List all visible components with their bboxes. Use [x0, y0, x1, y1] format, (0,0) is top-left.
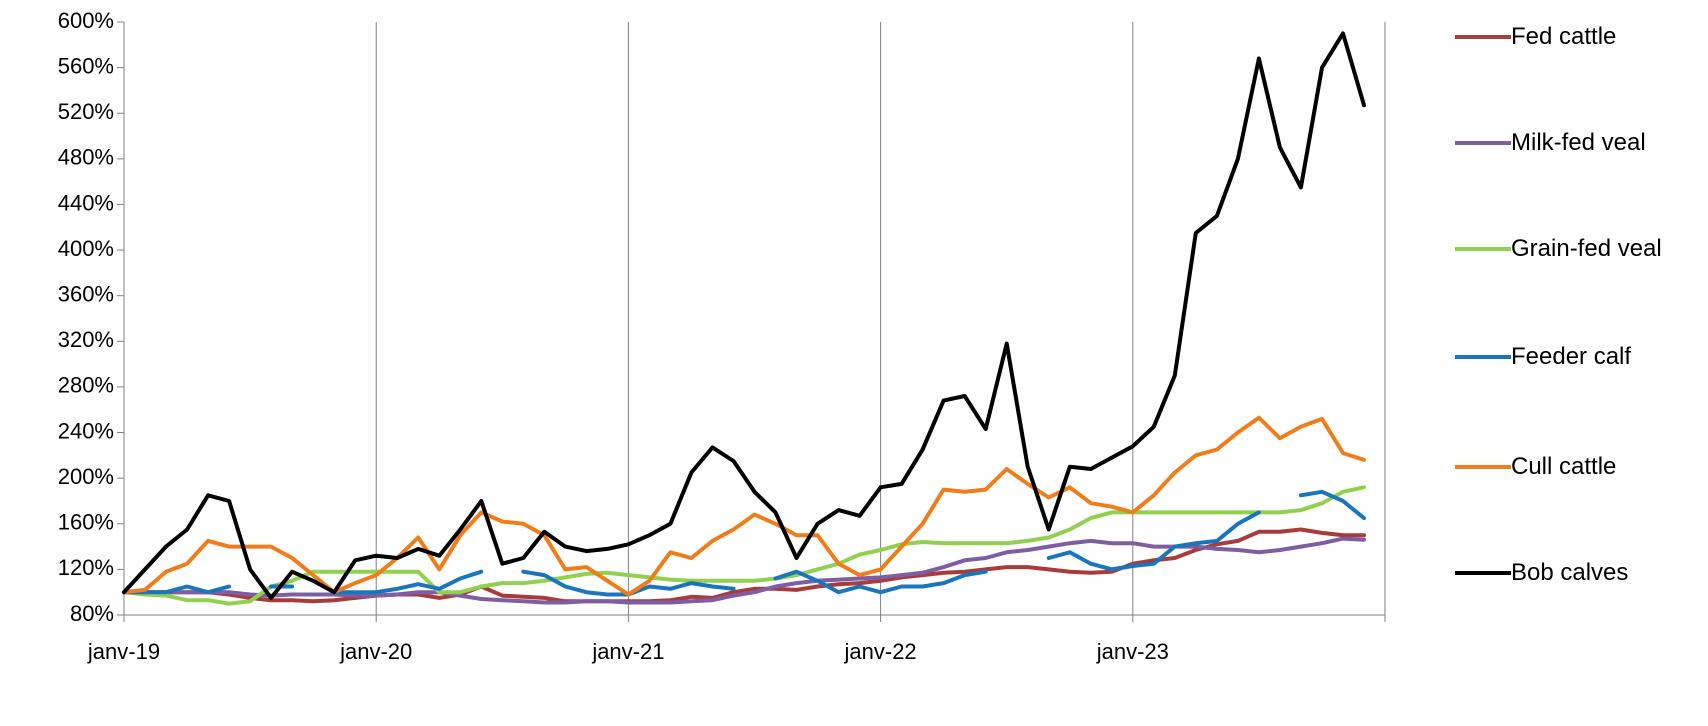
line-series [122, 415, 1366, 597]
x-tick-label: janv-22 [844, 639, 917, 664]
y-tick-label: 80% [70, 601, 114, 626]
x-tick-label: janv-21 [591, 639, 664, 664]
y-tick-label: 320% [58, 327, 114, 352]
x-tick-label: janv-20 [339, 639, 412, 664]
y-tick-label: 360% [58, 282, 114, 307]
legend-swatch [1455, 355, 1511, 359]
legend-item: Bob calves [1455, 558, 1681, 588]
legend-item: Grain-fed veal [1455, 234, 1681, 264]
y-tick-label: 200% [58, 464, 114, 489]
y-tick-label: 240% [58, 418, 114, 443]
chart: janv-19 janv-20 janv-21 janv-22 janv-23 80% 12… [58, 8, 1386, 664]
x-tick-label: janv-23 [1096, 639, 1169, 664]
legend-label: Grain-fed veal [1511, 235, 1662, 262]
legend-label: Milk-fed veal [1511, 129, 1646, 156]
x-tick-label: janv-19 [87, 639, 160, 664]
legend-item: Fed cattle [1455, 22, 1681, 52]
line-series [122, 527, 1366, 604]
legend-swatch [1455, 35, 1511, 39]
legend-swatch [1455, 247, 1511, 251]
legend-swatch [1455, 571, 1511, 575]
legend-item: Feeder calf [1455, 342, 1681, 372]
line-series [122, 536, 1366, 605]
legend-item: Milk-fed veal [1455, 128, 1681, 158]
legend-label: Feeder calf [1511, 343, 1632, 370]
y-tick-label: 480% [58, 145, 114, 170]
line-series [122, 31, 1366, 600]
y-tick-label: 600% [58, 8, 114, 33]
line-series [122, 485, 1366, 606]
y-tick-label: 400% [58, 236, 114, 261]
legend-label: Cull cattle [1511, 453, 1617, 480]
legend-swatch [1455, 465, 1511, 469]
y-tick-label: 280% [58, 373, 114, 398]
y-tick-label: 160% [58, 510, 114, 535]
y-tick-label: 120% [58, 555, 114, 580]
legend-swatch [1455, 141, 1511, 145]
y-tick-label: 520% [58, 99, 114, 124]
y-tick-label: 560% [58, 53, 114, 78]
legend-item: Cull cattle [1455, 452, 1681, 482]
legend-label: Bob calves [1511, 559, 1629, 586]
y-tick-label: 440% [58, 190, 114, 215]
legend-label: Fed cattle [1511, 23, 1617, 50]
